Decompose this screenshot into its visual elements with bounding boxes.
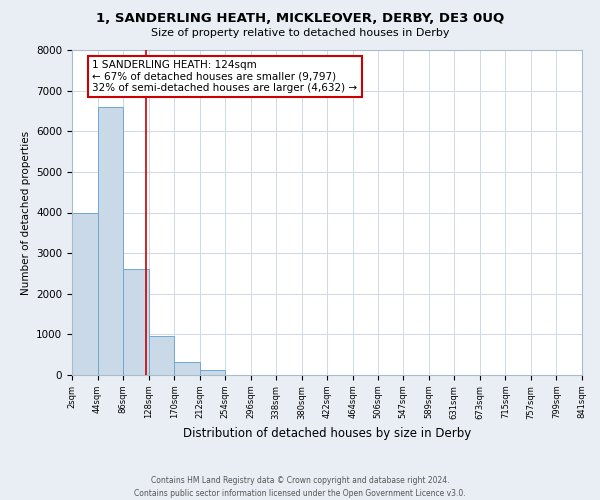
Bar <box>123 270 149 375</box>
X-axis label: Distribution of detached houses by size in Derby: Distribution of detached houses by size … <box>183 427 471 440</box>
Text: 1 SANDERLING HEATH: 124sqm
← 67% of detached houses are smaller (9,797)
32% of s: 1 SANDERLING HEATH: 124sqm ← 67% of deta… <box>92 60 358 93</box>
Text: Contains HM Land Registry data © Crown copyright and database right 2024.
Contai: Contains HM Land Registry data © Crown c… <box>134 476 466 498</box>
Bar <box>200 370 225 375</box>
Y-axis label: Number of detached properties: Number of detached properties <box>20 130 31 294</box>
Bar <box>174 362 200 375</box>
Bar <box>72 212 98 375</box>
Bar <box>149 336 174 375</box>
Text: 1, SANDERLING HEATH, MICKLEOVER, DERBY, DE3 0UQ: 1, SANDERLING HEATH, MICKLEOVER, DERBY, … <box>96 12 504 26</box>
Text: Size of property relative to detached houses in Derby: Size of property relative to detached ho… <box>151 28 449 38</box>
Bar <box>98 107 123 375</box>
